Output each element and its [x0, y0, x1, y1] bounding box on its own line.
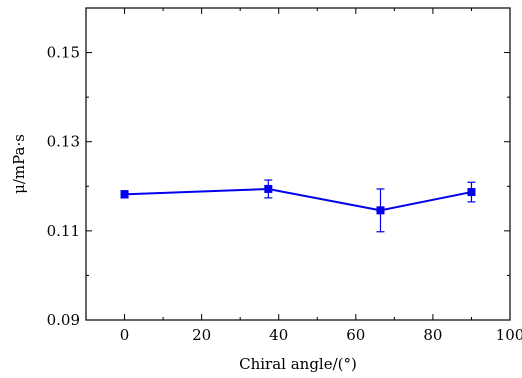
y-tick-label: 0.09	[47, 311, 80, 329]
series-line	[124, 187, 472, 212]
major-ticks	[86, 8, 511, 321]
x-tick-label: 100	[496, 326, 522, 344]
x-tick-labels: 0 20 40 60 80 100	[120, 326, 522, 344]
x-tick-label: 60	[346, 326, 365, 344]
y-tick-label: 0.11	[47, 222, 80, 240]
data-point	[467, 188, 476, 197]
y-tick-labels: 0.09 0.11 0.13 0.15	[47, 44, 80, 329]
x-tick-label: 0	[120, 326, 130, 344]
x-tick-label: 80	[423, 326, 442, 344]
x-axis-title: Chiral angle/(°)	[239, 355, 357, 373]
y-tick-label: 0.13	[47, 133, 80, 151]
plot-frame	[85, 7, 511, 321]
data-point	[264, 184, 273, 193]
minor-ticks	[85, 7, 510, 320]
x-tick-label: 20	[192, 326, 211, 344]
y-tick-label: 0.15	[47, 44, 80, 62]
x-tick-label: 40	[269, 326, 288, 344]
series-layer	[120, 179, 476, 233]
y-axis-title: μ/mPa·s	[10, 134, 28, 194]
data-point	[120, 190, 129, 199]
data-point	[376, 206, 385, 215]
